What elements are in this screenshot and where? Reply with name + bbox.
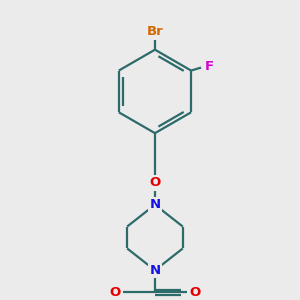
Text: N: N [149, 198, 161, 211]
Text: O: O [110, 286, 121, 299]
Text: O: O [149, 176, 161, 189]
Text: O: O [189, 286, 200, 299]
Text: Br: Br [147, 25, 163, 38]
Text: F: F [204, 60, 214, 73]
Text: N: N [149, 264, 161, 277]
